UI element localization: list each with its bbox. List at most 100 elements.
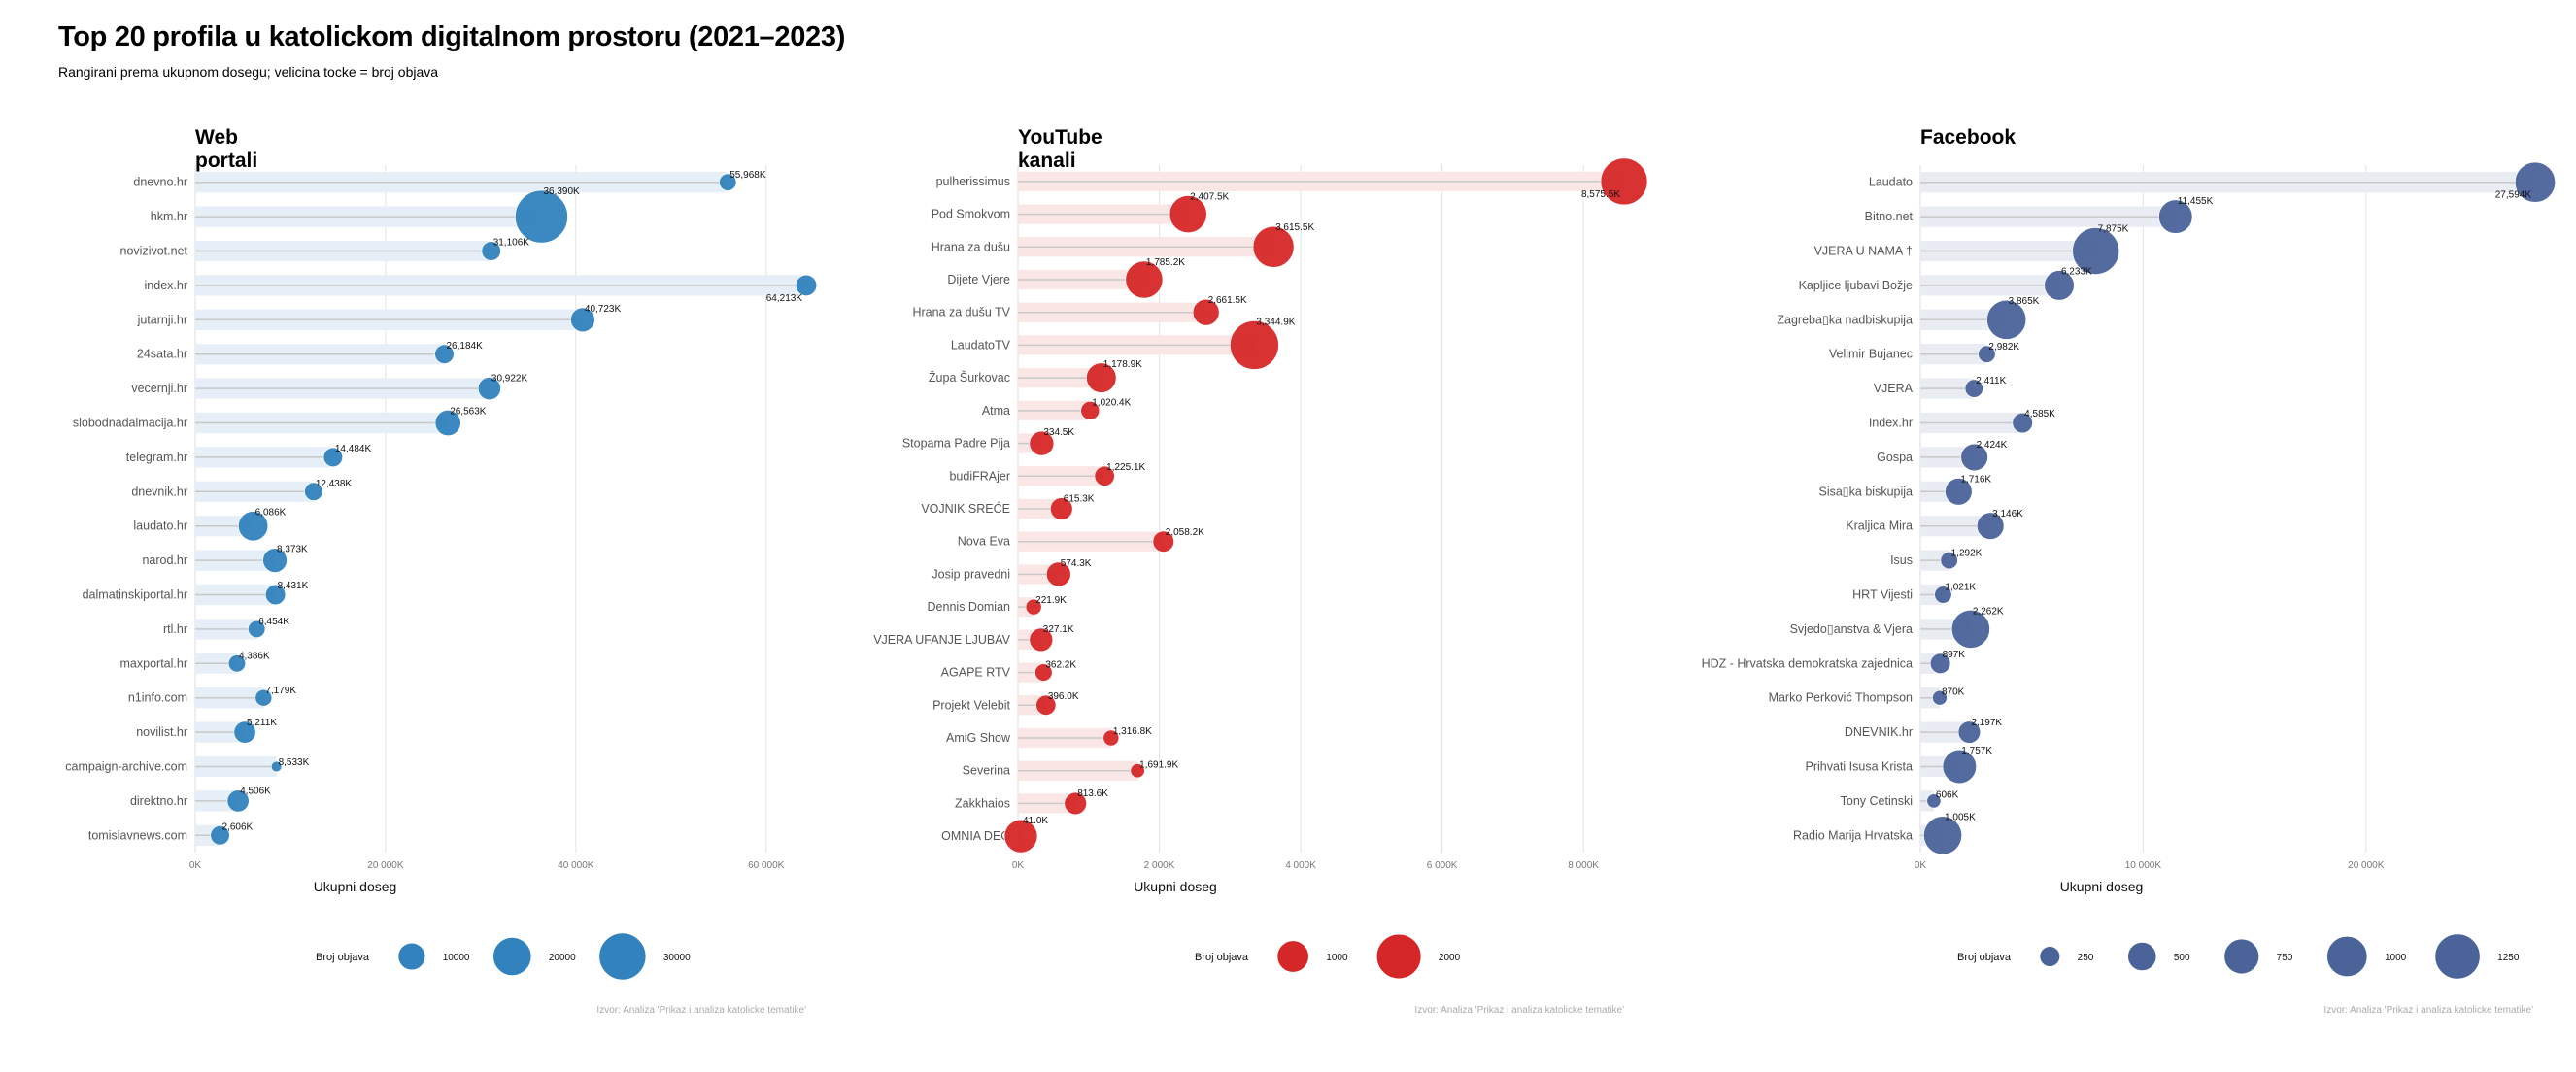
category-label: Sisa▯ka biskupija — [1818, 485, 1913, 498]
data-point[interactable] — [2072, 227, 2119, 275]
data-point[interactable] — [478, 377, 501, 400]
category-label: rtl.hr — [163, 622, 187, 636]
data-point[interactable] — [1964, 379, 1983, 398]
data-point[interactable] — [1086, 362, 1117, 393]
x-tick-label: 8 000K — [1568, 860, 1599, 871]
data-point[interactable] — [1003, 819, 1038, 854]
data-point[interactable] — [1230, 320, 1279, 370]
category-label: slobodnadalmacija.hr — [73, 417, 187, 430]
data-point[interactable] — [570, 307, 595, 332]
data-point[interactable] — [1942, 749, 1977, 785]
data-point[interactable] — [1094, 465, 1115, 486]
category-label: HDZ - Hrvatska demokratska zajednica — [1702, 656, 1913, 670]
category-label: index.hr — [145, 279, 187, 292]
data-point[interactable] — [1050, 497, 1073, 520]
data-point[interactable] — [1926, 793, 1942, 809]
legend-swatch — [2127, 942, 2157, 971]
data-point[interactable] — [1025, 598, 1042, 616]
value-label: 2,197K — [1971, 718, 2002, 728]
data-point[interactable] — [2158, 199, 2193, 234]
value-label: 14,484K — [335, 444, 372, 454]
data-point[interactable] — [226, 789, 250, 813]
legend-swatch — [598, 932, 647, 981]
data-point[interactable] — [2515, 161, 2556, 203]
data-point[interactable] — [1192, 298, 1220, 326]
data-point[interactable] — [1130, 763, 1145, 779]
value-label: 1,316.8K — [1113, 726, 1152, 737]
data-point[interactable] — [1923, 816, 1962, 855]
legend-label: 500 — [2174, 953, 2190, 963]
panel-title: YouTube kanali — [1018, 126, 1102, 172]
category-label: Hrana za dušu TV — [912, 306, 1010, 319]
data-point[interactable] — [1978, 345, 1996, 363]
data-point[interactable] — [1929, 653, 1951, 674]
value-label: 6,086K — [255, 508, 287, 519]
data-point[interactable] — [795, 274, 818, 296]
data-point[interactable] — [1102, 729, 1120, 747]
data-point[interactable] — [434, 410, 461, 436]
data-point[interactable] — [1035, 694, 1057, 716]
data-point[interactable] — [270, 760, 283, 773]
data-point[interactable] — [1252, 225, 1295, 268]
value-label: 2,661.5K — [1208, 295, 1247, 306]
category-label: Atma — [982, 404, 1010, 418]
value-label: 2,411K — [1976, 376, 2006, 386]
value-label: 2,606K — [222, 822, 254, 833]
category-label: Nova Eva — [958, 535, 1010, 549]
data-point[interactable] — [434, 344, 455, 364]
data-point[interactable] — [1940, 552, 1958, 570]
data-point[interactable] — [248, 620, 266, 638]
value-label: 221.9K — [1035, 595, 1067, 606]
data-point[interactable] — [1064, 791, 1087, 816]
data-point[interactable] — [1152, 530, 1174, 553]
data-point[interactable] — [1169, 195, 1207, 233]
data-point[interactable] — [227, 654, 247, 673]
category-label: dnevnik.hr — [131, 485, 187, 498]
data-point[interactable] — [1950, 610, 1990, 649]
x-tick-label: 0K — [1915, 860, 1927, 871]
category-label: Tony Cetinski — [1841, 794, 1913, 808]
data-point[interactable] — [265, 584, 287, 606]
value-label: 2,058.2K — [1166, 527, 1204, 538]
data-point[interactable] — [1945, 478, 1973, 506]
category-label: Stopama Padre Pija — [902, 437, 1010, 451]
data-point[interactable] — [210, 825, 230, 846]
data-point[interactable] — [304, 482, 323, 501]
data-point[interactable] — [1977, 512, 2005, 540]
category-label: Kraljica Mira — [1846, 519, 1913, 533]
category-label: maxportal.hr — [120, 656, 187, 670]
legend-label: 750 — [2277, 953, 2293, 963]
data-point[interactable] — [262, 548, 288, 573]
data-point[interactable] — [1932, 689, 1948, 706]
value-label: 334.5K — [1043, 427, 1074, 438]
data-point[interactable] — [1125, 260, 1164, 299]
data-point[interactable] — [1600, 157, 1648, 206]
value-label: 3,344.9K — [1256, 317, 1295, 327]
data-point[interactable] — [1029, 430, 1055, 456]
data-point[interactable] — [1960, 443, 1988, 472]
category-label: Marko Perković Thompson — [1769, 691, 1913, 705]
category-label: Zagreba▯ka nadbiskupija — [1777, 313, 1913, 326]
data-point[interactable] — [238, 511, 269, 542]
category-label: LaudatoTV — [951, 338, 1011, 352]
data-point[interactable] — [2044, 270, 2075, 301]
category-label: Kapljice ljubavi Božje — [1799, 279, 1913, 292]
data-point[interactable] — [481, 241, 501, 261]
data-point[interactable] — [1957, 720, 1982, 744]
data-point[interactable] — [254, 688, 273, 707]
category-label: HRT Vijesti — [1852, 588, 1913, 602]
data-point[interactable] — [2012, 412, 2033, 434]
data-point[interactable] — [515, 189, 568, 244]
data-point[interactable] — [1934, 586, 1952, 604]
data-point[interactable] — [1045, 561, 1071, 587]
data-point[interactable] — [322, 447, 343, 467]
data-point[interactable] — [1986, 299, 2027, 340]
data-point[interactable] — [719, 173, 737, 191]
data-point[interactable] — [1029, 627, 1054, 653]
data-point[interactable] — [1080, 401, 1101, 420]
value-label: 1,757K — [1961, 746, 1992, 756]
data-point[interactable] — [233, 720, 256, 744]
data-point[interactable] — [1034, 663, 1053, 682]
